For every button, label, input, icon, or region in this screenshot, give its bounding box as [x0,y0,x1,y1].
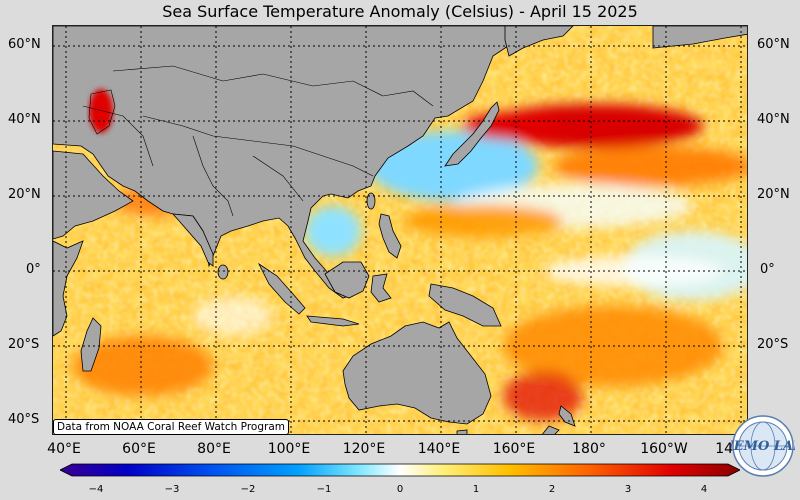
lat-label-left-60n: 60°N [8,37,41,52]
colorbar-tick: −2 [240,484,256,495]
land-arabia [53,150,134,240]
caspian-sea [89,89,113,133]
colorbar-tick: 1 [472,484,480,495]
land-tasmania [456,429,468,434]
map-title: Sea Surface Temperature Anomaly (Celsius… [162,2,638,21]
lon-label-100e: 100°E [267,441,311,457]
colorbar-tick: 4 [700,484,708,495]
globe-logo-icon: NEMO LAB [721,414,800,478]
cold-patch-indian [193,296,273,336]
land-sri-lanka [217,264,229,280]
lat-label-right-20s: 20°S [757,337,789,352]
land-sumatra [257,262,306,315]
land-new-guinea [428,283,502,327]
lat-label-left-40n: 40°N [8,112,41,127]
lon-label-160e: 160°E [492,441,536,457]
lat-label-right-40n: 40°N [757,112,790,127]
lat-label-right-0: 0° [760,262,775,277]
land-madagascar [80,317,102,372]
land-northeast-asia [504,26,574,57]
lat-label-right-60n: 60°N [757,37,790,52]
lat-label-left-0: 0° [26,262,41,277]
lon-label-80e: 80°E [197,441,231,457]
land-australia [342,321,492,425]
lon-label-160w: 160°W [640,441,688,457]
land-africa [53,240,84,337]
cold-patch-south-china-sea [305,206,361,256]
land-aleutians [652,26,747,49]
sst-anomaly-map [52,25,748,435]
land-japan [444,101,500,167]
warm-patch-nw-pacific [553,146,747,186]
lat-label-right-20n: 20°N [757,187,790,202]
warm-patch-south-indian [73,336,213,396]
colorbar-tick: −4 [88,484,104,495]
logo-text: NEMO LAB [731,439,795,454]
land-new-zealand [558,405,576,427]
lon-label-40e: 40°E [47,441,81,457]
graticule [53,26,747,434]
data-credit: Data from NOAA Coral Reef Watch Program [53,419,289,435]
lat-label-left-20n: 20°N [8,187,41,202]
colorbar-gradient [59,463,741,477]
land-new-zealand-south [542,425,560,434]
land-taiwan [366,192,376,210]
colorbar-tick: −3 [164,484,180,495]
land-java [306,315,360,327]
lon-label-120e: 120°E [342,441,386,457]
land-india [172,213,214,267]
colorbar-tick: 0 [396,484,404,495]
lon-label-180: 180° [572,441,606,457]
cold-patch-kuroshio [368,131,538,201]
caspian-outline [88,89,116,135]
land-philippines [378,213,402,259]
land-sulawesi [370,273,392,303]
lat-label-left-40s: 40°S [8,412,40,427]
warm-patch-equatorial [403,205,563,237]
colorbar-tick: 3 [624,484,632,495]
colorbar-tick: −1 [316,484,332,495]
country-borders [82,65,434,217]
colorbar-tick: 2 [548,484,556,495]
lat-label-left-20s: 20°S [8,337,40,352]
lon-label-60e: 60°E [122,441,156,457]
lon-label-140e: 140°E [417,441,461,457]
